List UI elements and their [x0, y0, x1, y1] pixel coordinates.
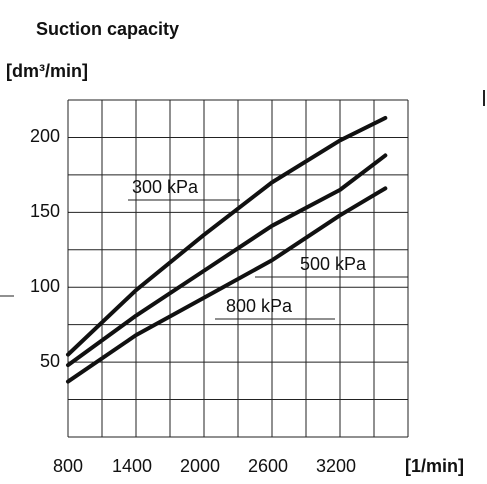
y-tick-label: 150	[30, 201, 60, 221]
x-tick-label: 1400	[112, 456, 152, 476]
series-line	[66, 153, 388, 368]
series-label: 800 kPa	[226, 296, 293, 316]
x-axis-label: [1/min]	[405, 456, 464, 476]
x-tick-label: 3200	[316, 456, 356, 476]
series-label: 500 kPa	[300, 254, 367, 274]
x-tick-label: 2000	[180, 456, 220, 476]
y-tick-label: 200	[30, 126, 60, 146]
series-line	[66, 115, 388, 357]
y-tick-label: 50	[40, 351, 60, 371]
x-tick-label: 800	[53, 456, 83, 476]
y-axis-label: [dm³/min]	[6, 61, 88, 81]
series-line	[66, 186, 388, 384]
chart-title: Suction capacity	[36, 19, 179, 39]
series-label: 300 kPa	[132, 177, 199, 197]
y-tick-label: 100	[30, 276, 60, 296]
x-tick-label: 2600	[248, 456, 288, 476]
